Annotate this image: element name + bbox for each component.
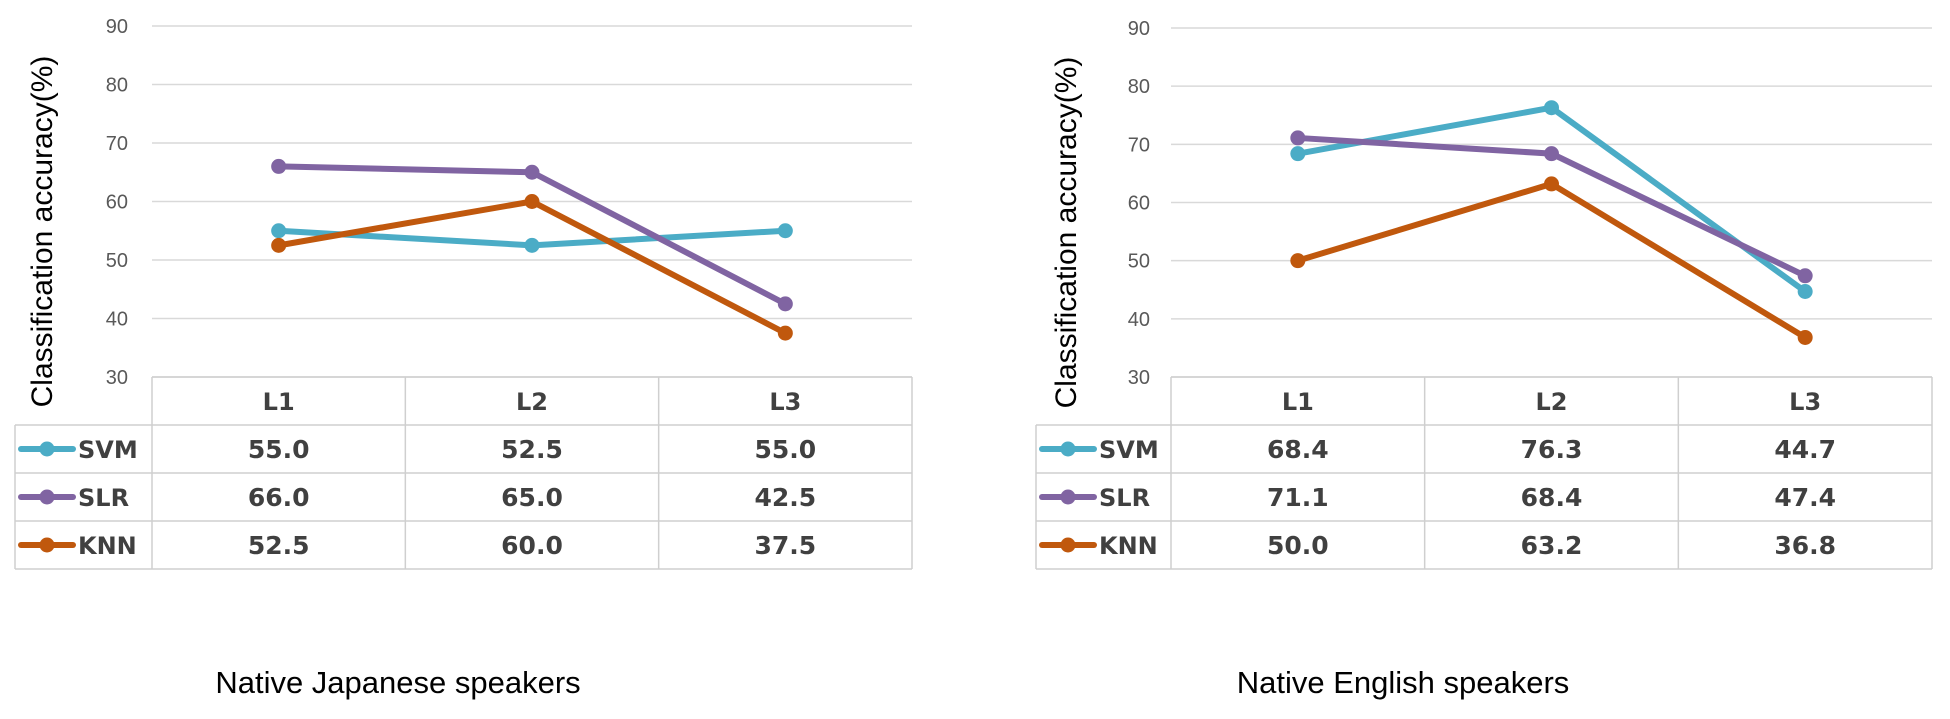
data-table-cell: 42.5 — [754, 483, 816, 512]
data-table-cell: 76.3 — [1521, 435, 1583, 464]
data-table-cell: 37.5 — [754, 531, 816, 560]
data-point-knn — [524, 194, 540, 209]
data-table-cell: 50.0 — [1267, 531, 1329, 560]
data-table-cell: 68.4 — [1521, 483, 1583, 512]
data-table-cell: 52.5 — [501, 435, 563, 464]
legend-key-marker — [39, 489, 55, 505]
data-table-cell: 63.2 — [1521, 531, 1583, 560]
chart-panel-2: 30 40 50 60 70 80 90 Classification accuracy(%)… — [1035, 18, 1933, 700]
category-label: L3 — [769, 388, 801, 416]
y-tick-label: 70 — [106, 133, 128, 155]
data-point-svm — [1797, 283, 1813, 299]
y-tick-label: 60 — [106, 192, 128, 214]
y-tick-label: 90 — [1128, 18, 1150, 40]
data-point-svm — [1290, 146, 1306, 162]
category-label: L3 — [1789, 388, 1821, 416]
data-table-cell: 44.7 — [1774, 435, 1836, 464]
data-table-cell: 36.8 — [1774, 531, 1836, 560]
data-point-slr — [524, 164, 540, 180]
data-point-slr — [1290, 130, 1306, 146]
legend-series-name: SVM — [78, 436, 138, 464]
data-point-knn — [1290, 253, 1306, 269]
data-table-cell: 65.0 — [501, 483, 563, 512]
category-label: L1 — [263, 388, 295, 416]
y-tick-label: 80 — [1128, 76, 1150, 98]
legend-series-name: SLR — [78, 484, 129, 512]
legend-key-marker — [1060, 537, 1076, 553]
data-point-svm — [271, 223, 287, 239]
y-axis-label: Classification accuracy(%) — [26, 56, 59, 408]
data-table-cell: 60.0 — [501, 531, 563, 560]
legend-series-name: SVM — [1099, 436, 1159, 464]
data-point-svm — [1544, 100, 1559, 116]
data-point-knn — [271, 237, 287, 253]
legend-key-marker — [1060, 441, 1076, 457]
data-point-knn — [1797, 329, 1813, 345]
data-point-slr — [777, 296, 793, 312]
y-tick-label: 60 — [1128, 193, 1150, 215]
data-point-knn — [777, 325, 793, 341]
data-table-cell: 55.0 — [754, 435, 816, 464]
data-table-cell: 66.0 — [248, 483, 310, 512]
legend-key-marker — [39, 441, 55, 457]
legend-series-name: KNN — [1099, 532, 1158, 560]
data-point-svm — [524, 237, 540, 253]
y-axis-label: Classification accuracy(%) — [1050, 57, 1083, 409]
legend-series-name: SLR — [1099, 484, 1150, 512]
category-label: L1 — [1282, 388, 1314, 416]
chart-panel-1: 30 40 50 60 70 80 90 Classification accuracy(%)… — [14, 16, 913, 700]
data-point-slr — [1797, 268, 1813, 284]
data-table-cell: 68.4 — [1267, 435, 1329, 464]
y-tick-label: 40 — [1128, 309, 1150, 331]
data-table-cell: 52.5 — [248, 531, 310, 560]
y-tick-label: 50 — [1128, 251, 1150, 273]
series-line-svm — [1294, 104, 1809, 295]
data-point-slr — [271, 158, 287, 174]
legend-series-name: KNN — [78, 532, 137, 560]
y-tick-label: 90 — [106, 16, 128, 38]
legend-key-marker — [1060, 489, 1076, 505]
chart-caption: Native English speakers — [1237, 665, 1570, 700]
y-tick-label: 30 — [1128, 367, 1150, 389]
category-label: L2 — [516, 388, 548, 416]
chart-caption: Native Japanese speakers — [215, 665, 580, 700]
data-table-cell: 47.4 — [1774, 483, 1836, 512]
y-tick-label: 80 — [106, 75, 128, 97]
data-table-cell: 55.0 — [248, 435, 310, 464]
y-tick-label: 70 — [1128, 134, 1150, 156]
data-point-slr — [1544, 146, 1559, 162]
data-point-knn — [1544, 176, 1559, 192]
data-table-cell: 71.1 — [1267, 483, 1329, 512]
legend-key-marker — [39, 537, 55, 553]
data-point-svm — [777, 223, 793, 239]
y-tick-label: 30 — [106, 367, 128, 389]
y-tick-label: 50 — [106, 250, 128, 272]
y-tick-label: 40 — [106, 309, 128, 331]
category-label: L2 — [1536, 388, 1568, 416]
